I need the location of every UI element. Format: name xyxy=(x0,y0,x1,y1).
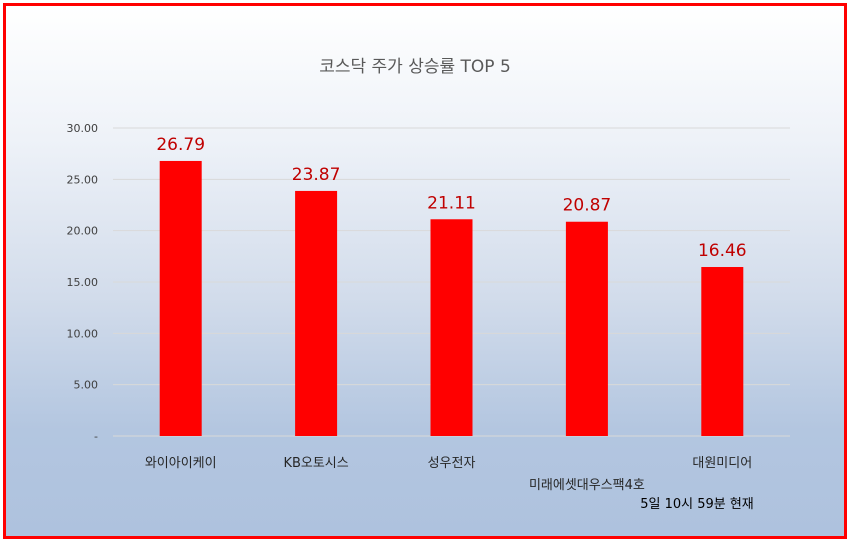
bar xyxy=(565,221,608,436)
y-tick-label: 10.00 xyxy=(67,327,99,340)
y-tick-label: 25.00 xyxy=(67,173,99,186)
bar xyxy=(430,219,473,436)
y-tick-label: 20.00 xyxy=(67,225,99,238)
data-label: 16.46 xyxy=(698,241,747,261)
bar xyxy=(295,190,338,436)
data-label: 21.11 xyxy=(427,193,476,213)
bars xyxy=(159,160,744,436)
bar xyxy=(701,267,744,436)
x-tick-label: 와이아이케이 xyxy=(145,456,217,471)
x-tick-label: 성우전자 xyxy=(428,456,476,471)
data-labels: 26.79 23.87 21.11 20.87 16.46 xyxy=(156,135,746,261)
y-tick-label: - xyxy=(94,430,98,443)
bar xyxy=(159,160,202,436)
y-tick-label: 15.00 xyxy=(67,276,99,289)
y-tick-label: 5.00 xyxy=(74,379,99,392)
y-tick-label: 30.00 xyxy=(67,122,99,135)
timestamp-note: 5일 10시 59분 현재 xyxy=(640,497,754,512)
x-tick-label: 대원미디어 xyxy=(692,456,752,471)
data-label: 23.87 xyxy=(292,165,341,185)
y-axis-ticks: - 5.00 10.00 15.00 20.00 25.00 30.00 xyxy=(67,122,99,443)
data-label: 26.79 xyxy=(156,135,205,155)
x-tick-label: KB오토시스 xyxy=(283,456,348,471)
chart-title: 코스닥 주가 상승률 TOP 5 xyxy=(319,57,511,77)
data-label: 20.87 xyxy=(563,196,612,216)
x-tick-label: 미래에셋대우스팩4호 xyxy=(529,478,645,493)
